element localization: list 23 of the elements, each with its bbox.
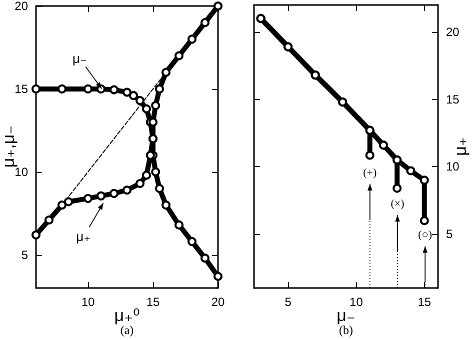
text: (a): [120, 323, 134, 337]
y-tick-label: 20: [446, 24, 460, 39]
x-tick-label: 15: [418, 295, 432, 309]
x-axis-title: μ₋: [336, 306, 356, 325]
y-tick-label: 5: [21, 248, 28, 262]
y-tick-label: 10: [446, 160, 460, 174]
x-tick-label: 10: [81, 295, 95, 309]
annotation: μ₊: [76, 229, 90, 244]
annotation: (×): [390, 198, 405, 210]
y-tick-label: 20: [14, 0, 28, 13]
y-tick-label: 15: [446, 92, 460, 106]
x-tick-label: 15: [146, 295, 160, 309]
x-tick-label: 20: [211, 295, 225, 309]
text: (b): [339, 323, 353, 337]
annotation: μ₋: [72, 50, 87, 66]
x-tick-label: 5: [284, 295, 292, 309]
x-tick-label: 10: [350, 295, 364, 309]
annotation: (+): [363, 166, 378, 179]
annotation: (○): [418, 229, 432, 242]
y-axis-title: μ₊: [451, 137, 470, 156]
x-axis-title: μ₊⁰: [114, 306, 140, 325]
y-tick-label: 5: [446, 227, 453, 242]
y-tick-label: 15: [14, 82, 28, 96]
